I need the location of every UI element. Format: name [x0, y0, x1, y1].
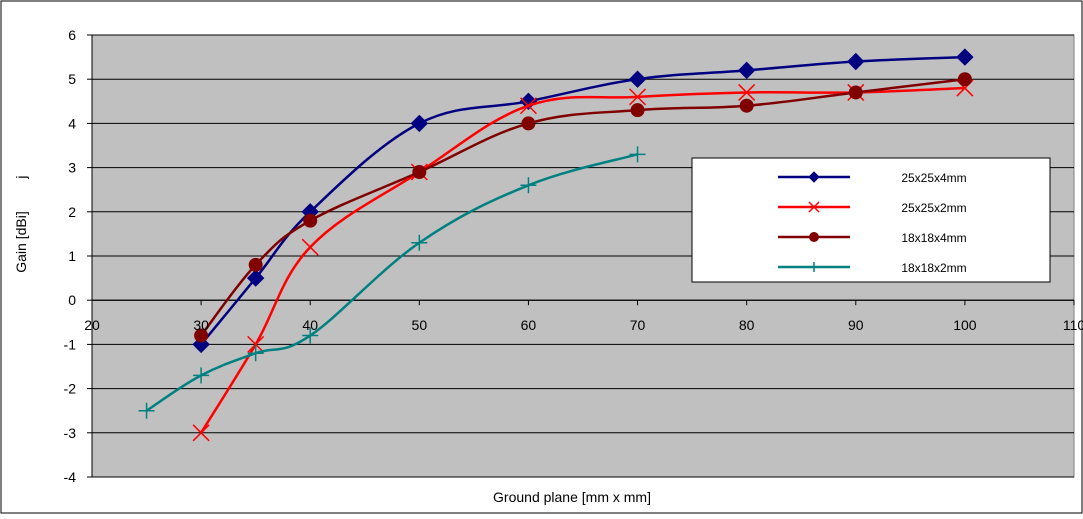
x-axis-label: Ground plane [mm x mm]: [493, 489, 651, 505]
legend-item: 18x18x2mm: [778, 261, 967, 275]
circle-marker: [412, 165, 427, 180]
legend-label: 25x25x4mm: [901, 171, 966, 185]
plus-marker: [809, 262, 819, 272]
y-tick-label: 2: [68, 204, 76, 220]
circle-marker: [848, 85, 863, 100]
legend-item: 25x25x2mm: [778, 201, 967, 215]
x-marker: [629, 88, 647, 106]
y-axis-label-suffix: j: [13, 175, 29, 179]
plus-marker: [193, 367, 210, 384]
x-tick-label: 20: [84, 317, 100, 333]
x-marker: [192, 424, 210, 442]
circle-marker: [957, 72, 972, 87]
y-tick-label: -2: [64, 381, 77, 397]
y-tick-label: -3: [64, 425, 77, 441]
y-tick-label: -4: [64, 469, 77, 485]
x-tick-label: 80: [739, 317, 755, 333]
circle-marker: [630, 103, 645, 118]
legend-label: 18x18x4mm: [901, 231, 966, 245]
y-tick-label: -1: [64, 336, 77, 352]
series-25x25x4mm: [192, 48, 974, 354]
x-tick-label: 40: [302, 317, 318, 333]
plus-marker: [411, 234, 428, 251]
plus-marker: [629, 146, 646, 163]
circle-marker: [809, 232, 819, 242]
plus-marker: [302, 327, 319, 344]
circle-marker: [248, 257, 263, 272]
x-marker: [519, 97, 537, 115]
x-tick-label: 100: [953, 317, 977, 333]
x-marker: [247, 335, 265, 353]
legend-item: 25x25x4mm: [778, 171, 967, 185]
diamond-marker: [737, 61, 756, 80]
diamond-marker: [628, 70, 647, 88]
y-tick-label: 6: [68, 27, 76, 43]
y-tick-label: 0: [68, 292, 76, 308]
plus-marker: [247, 345, 264, 362]
series-18x18x4mm: [194, 72, 972, 343]
x-tick-label: 110: [1063, 317, 1083, 333]
legend: 25x25x4mm 25x25x2mm 18x18x4mm 18x18x2mm: [691, 157, 1051, 283]
x-tick-label: 90: [848, 317, 864, 333]
series-group: [138, 48, 974, 442]
legend-label: 25x25x2mm: [901, 201, 966, 215]
x-marker: [301, 238, 319, 256]
diamond-marker: [808, 171, 820, 183]
x-tick-labels: 20 30 40 50 60 70 80 90 100 110: [84, 317, 1083, 333]
y-tick-labels: -4 -3 -2 -1 0 1 2 3 4 5 6: [64, 27, 77, 485]
y-tick-label: 5: [68, 71, 76, 87]
zero-axis: [91, 299, 1075, 306]
y-tick-label: 3: [68, 160, 76, 176]
x-tick-label: 60: [521, 317, 537, 333]
diamond-marker: [956, 48, 974, 66]
diamond-marker: [246, 269, 265, 287]
diamond-marker: [410, 114, 429, 133]
circle-marker: [521, 116, 536, 131]
x-marker: [808, 201, 820, 213]
series-18x18x2mm: [138, 146, 646, 419]
circle-marker: [739, 98, 754, 113]
y-tick-label: 1: [68, 248, 76, 264]
x-tick-label: 70: [630, 317, 646, 333]
y-tick-label: 4: [68, 115, 76, 131]
circle-marker: [303, 213, 318, 228]
x-tick-label: 30: [193, 317, 209, 333]
y-axis-label: Gain [dBi]: [13, 211, 29, 272]
legend-item: 18x18x4mm: [778, 231, 967, 245]
plus-marker: [138, 402, 155, 419]
diamond-marker: [847, 52, 865, 71]
x-marker: [738, 83, 756, 101]
circle-marker: [194, 328, 209, 343]
legend-label: 18x18x2mm: [901, 261, 966, 275]
plus-marker: [520, 177, 537, 194]
x-tick-label: 50: [412, 317, 428, 333]
legend-box: [691, 157, 1051, 283]
